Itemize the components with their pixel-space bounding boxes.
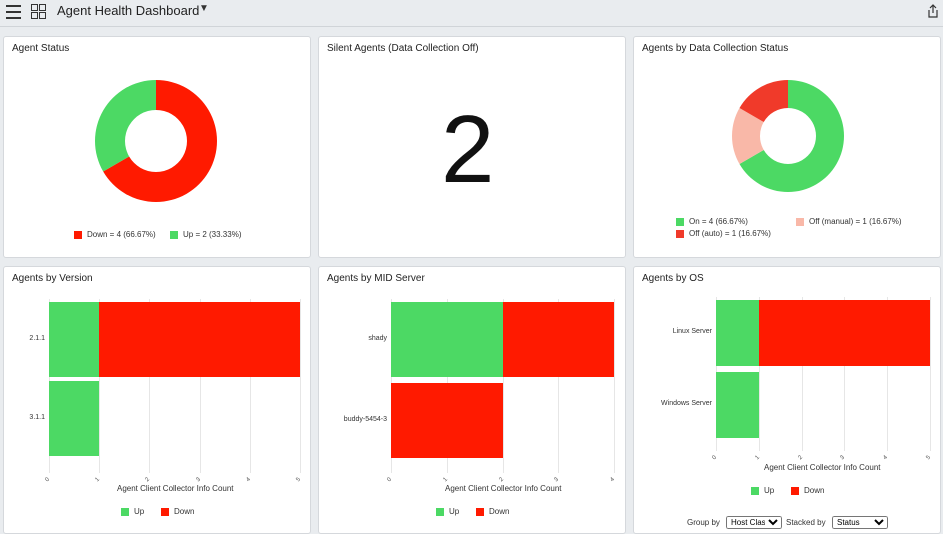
x-tick-label: 5 — [295, 476, 302, 484]
y-category-label: Linux Server — [672, 328, 712, 335]
group-by-select[interactable]: Host Class — [726, 516, 782, 529]
y-category-label: buddy-5454-3 — [343, 415, 387, 423]
x-axis-label: Agent Client Collector Info Count — [117, 484, 234, 493]
x-tick-label: 3 — [839, 454, 847, 462]
gridline — [801, 297, 803, 451]
silent-agents-count[interactable]: 2 — [441, 96, 495, 203]
x-tick-label: 0 — [386, 476, 393, 484]
x-tick-label: 1 — [754, 454, 761, 462]
legend-item-on[interactable]: On = 4 (66.67%) — [676, 217, 748, 226]
gridline — [300, 299, 301, 473]
dashboard-title[interactable]: Agent Health Dashboard — [57, 3, 200, 18]
x-tick-label: 0 — [44, 476, 51, 484]
agent-status-donut[interactable] — [4, 37, 312, 259]
gridline — [887, 297, 889, 451]
gridline — [502, 299, 504, 473]
hamburger-menu-icon[interactable] — [6, 5, 21, 19]
dashboard-grid-icon[interactable] — [31, 4, 46, 19]
bar-down[interactable] — [99, 302, 300, 377]
bar-up[interactable] — [716, 372, 759, 438]
bar-down[interactable] — [758, 300, 930, 366]
gridline — [930, 297, 931, 451]
legend-item-up[interactable]: Up — [436, 507, 459, 516]
x-axis-label: Agent Client Collector Info Count — [445, 484, 562, 493]
legend-item-up[interactable]: Up = 2 (33.33%) — [170, 230, 241, 239]
agent-status-panel: Agent Status Down = 4 (66.67%) Up = 2 (3… — [3, 36, 311, 258]
legend-item-off-auto[interactable]: Off (auto) = 1 (16.67%) — [676, 229, 771, 238]
by-os-panel: Agents by OS Agent Client Collector Info… — [633, 266, 941, 534]
gridline — [99, 299, 101, 473]
collection-status-donut[interactable] — [634, 37, 942, 259]
legend-item-down[interactable]: Down — [791, 486, 824, 495]
legend-item-down[interactable]: Down — [161, 507, 194, 516]
y-category-label: Windows Server — [661, 400, 712, 407]
panel-title: Agents by Version — [12, 273, 93, 284]
x-tick-label: 2 — [144, 476, 152, 484]
gridline — [558, 299, 560, 473]
legend-item-up[interactable]: Up — [121, 507, 144, 516]
x-tick-label: 1 — [94, 476, 102, 484]
y-category-label: 2.1.1 — [29, 334, 45, 342]
gridline — [199, 299, 201, 473]
gridline — [149, 299, 151, 473]
dashboard-dropdown-icon[interactable]: ▼ — [199, 3, 209, 14]
legend-item-up[interactable]: Up — [751, 486, 774, 495]
bar-up[interactable] — [49, 302, 100, 377]
top-bar: Agent Health Dashboard ▼ — [0, 0, 943, 27]
x-tick-label: 0 — [711, 454, 718, 462]
y-category-label: 3.1.1 — [29, 413, 45, 421]
legend-item-down[interactable]: Down — [476, 507, 509, 516]
x-tick-label: 4 — [245, 476, 252, 484]
group-by-label: Group by — [687, 518, 720, 527]
donut-slice-off-manual[interactable] — [732, 108, 764, 164]
panel-title: Agents by Data Collection Status — [642, 43, 789, 54]
stacked-by-select[interactable]: Status — [832, 516, 888, 529]
bar-up[interactable] — [49, 381, 100, 456]
donut-slice-off-auto[interactable] — [739, 80, 788, 122]
gridline — [758, 297, 760, 451]
by-version-panel: Agents by Version Agent Client Collector… — [3, 266, 311, 534]
bar-down[interactable] — [502, 302, 614, 377]
legend-item-off-manual[interactable]: Off (manual) = 1 (16.67%) — [796, 217, 902, 226]
x-tick-label: 3 — [194, 476, 202, 484]
panel-title: Agents by OS — [642, 273, 704, 284]
x-tick-label: 5 — [925, 454, 932, 462]
silent-agents-panel: Silent Agents (Data Collection Off) 2 — [318, 36, 626, 258]
stacked-by-label: Stacked by — [786, 518, 826, 527]
x-tick-label: 4 — [882, 454, 890, 462]
x-tick-label: 4 — [609, 476, 616, 484]
x-tick-label: 2 — [497, 476, 505, 484]
bar-down[interactable] — [391, 383, 503, 458]
panel-title: Silent Agents (Data Collection Off) — [327, 43, 479, 54]
donut-slice-up[interactable] — [94, 80, 156, 172]
gridline — [844, 297, 846, 451]
legend-item-down[interactable]: Down = 4 (66.67%) — [74, 230, 156, 239]
y-category-label: shady — [368, 334, 387, 342]
share-icon[interactable] — [928, 4, 938, 18]
x-tick-label: 2 — [796, 454, 804, 462]
donut-slice-down[interactable] — [103, 80, 217, 202]
collection-status-panel: Agents by Data Collection Status On = 4 … — [633, 36, 941, 258]
x-tick-label: 1 — [442, 476, 449, 484]
donut-slice-on[interactable] — [739, 80, 844, 193]
bar-up[interactable] — [716, 300, 759, 366]
gridline — [249, 299, 251, 473]
x-tick-label: 3 — [553, 476, 561, 484]
panel-title: Agent Status — [12, 43, 70, 54]
panel-title: Agents by MID Server — [327, 273, 425, 284]
by-mid-server-panel: Agents by MID Server Agent Client Collec… — [318, 266, 626, 534]
gridline — [614, 299, 615, 473]
x-axis-label: Agent Client Collector Info Count — [764, 463, 881, 472]
bar-up[interactable] — [391, 302, 503, 377]
